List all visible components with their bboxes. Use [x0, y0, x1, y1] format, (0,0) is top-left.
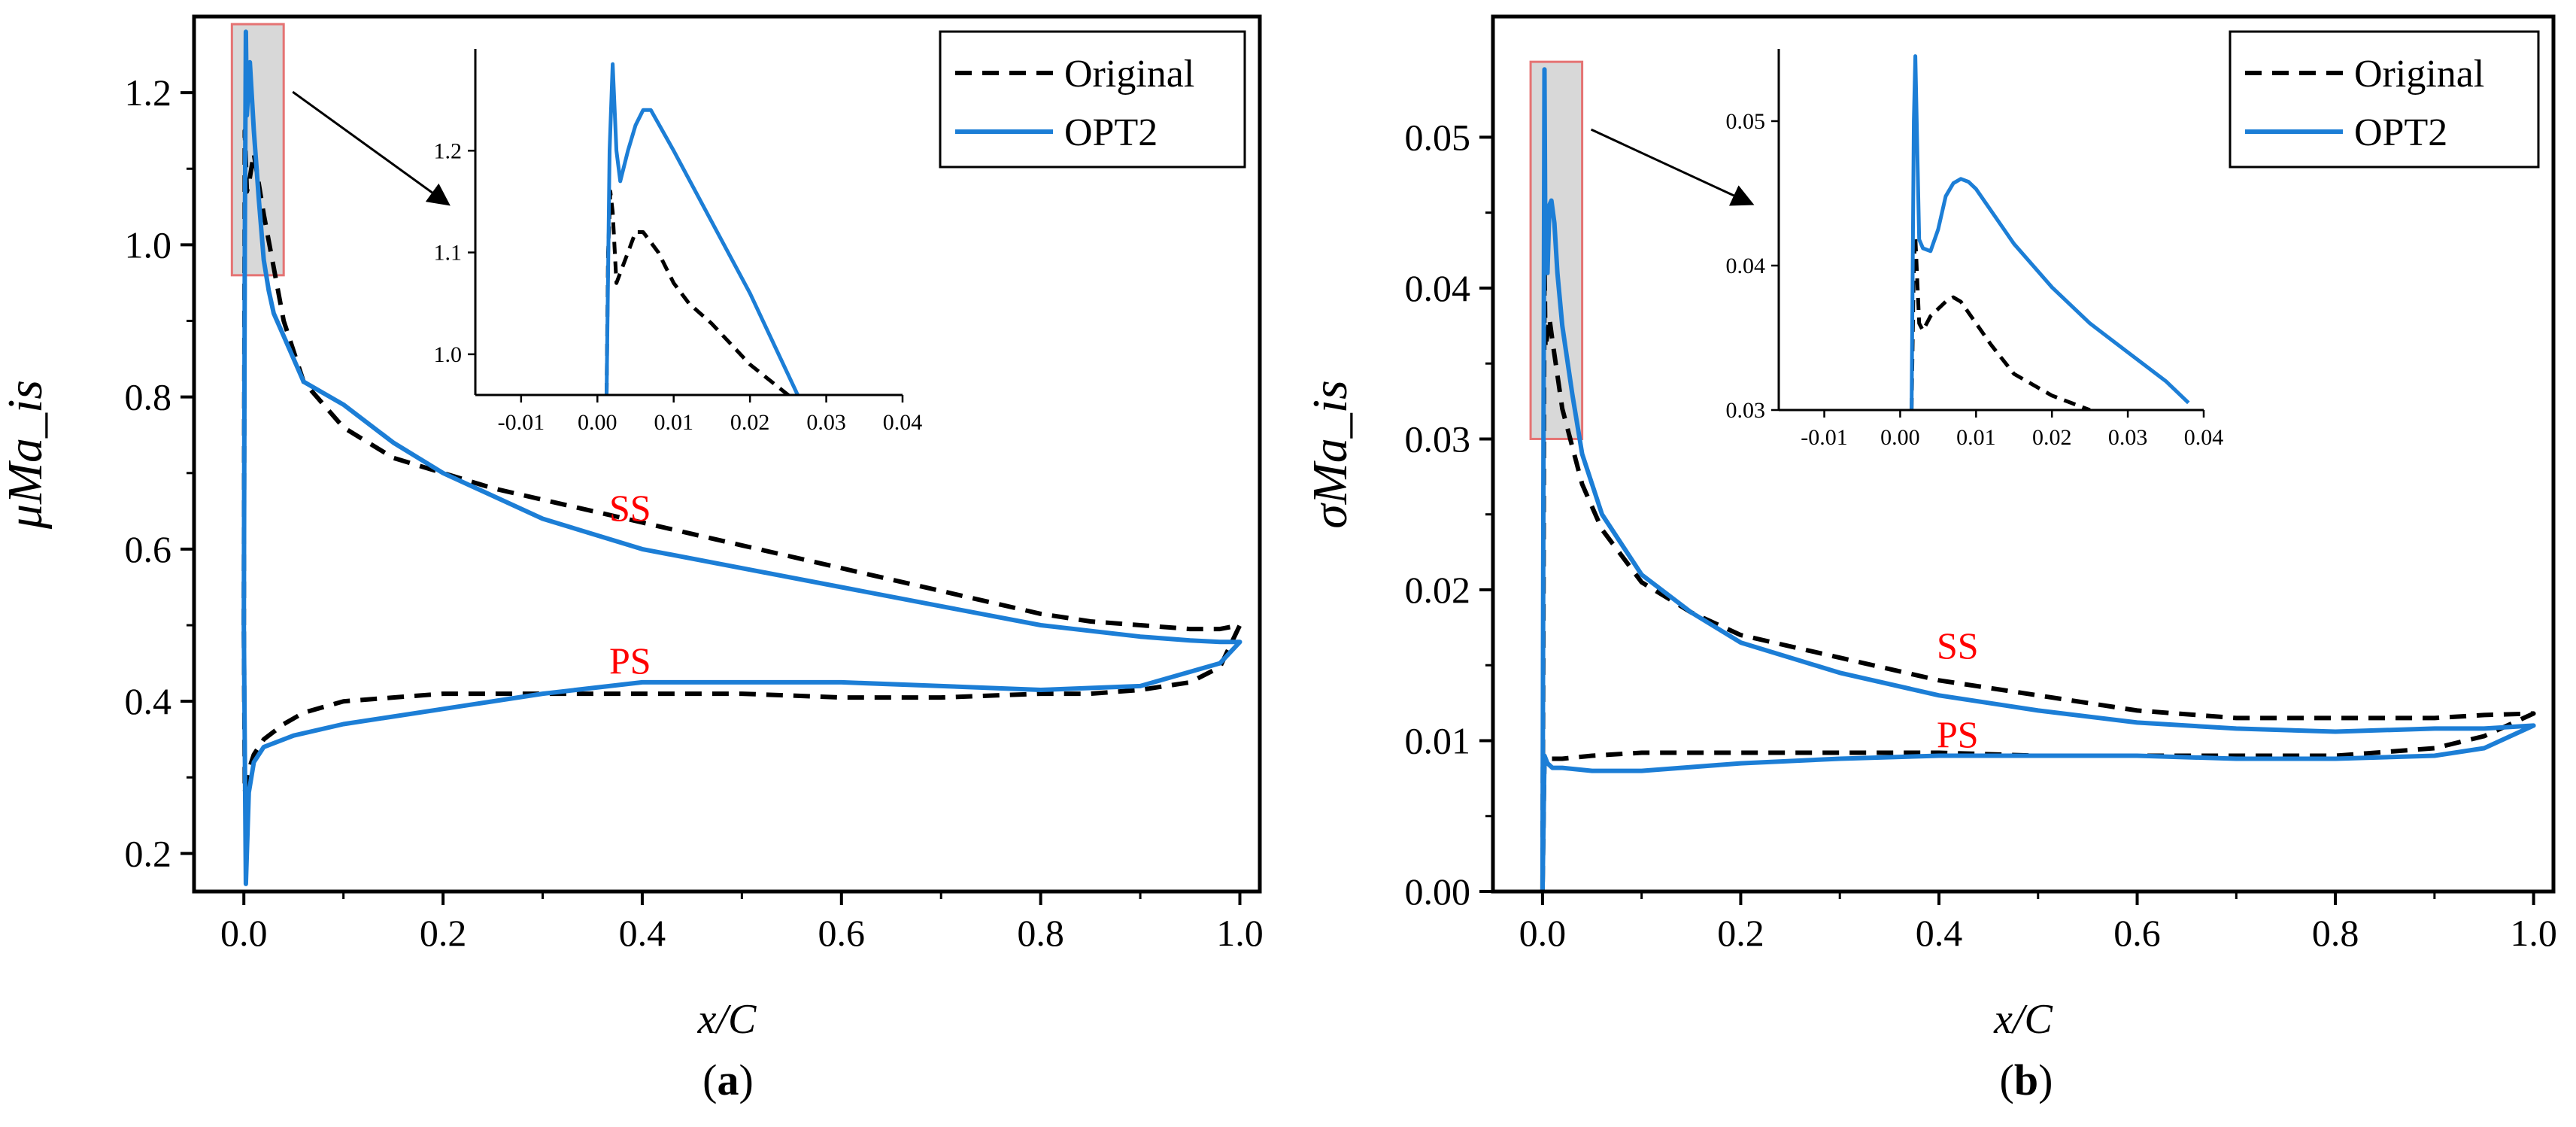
- y-tick-label: 0.05: [1405, 116, 1471, 158]
- x-tick-label: 1.0: [2510, 912, 2557, 954]
- x-axis-label: x/C: [1993, 996, 2053, 1043]
- panel-label-close: ): [739, 1056, 754, 1104]
- y-tick-label: 0.04: [1405, 267, 1471, 309]
- inset-y-tick-label: 1.1: [434, 241, 463, 266]
- y-tick-label: 0.2: [125, 832, 172, 874]
- legend-box: [939, 30, 1246, 169]
- x-tick-label: 0.6: [818, 912, 866, 954]
- inset-x-tick-label: -0.01: [1801, 425, 1848, 450]
- x-tick-label: 1.0: [1216, 912, 1264, 954]
- inset-x-tick-label: 0.04: [883, 410, 923, 435]
- x-tick-label: 0.4: [619, 912, 666, 954]
- inset-y-tick-label: 0.04: [1726, 254, 1766, 278]
- inset-x-tick-label: 0.01: [654, 410, 693, 435]
- panel-label-letter: b: [2014, 1056, 2038, 1104]
- y-tick-label: 0.6: [125, 528, 172, 570]
- panel-label-open: (: [702, 1056, 717, 1104]
- zoom-arrow: [292, 90, 451, 206]
- x-tick-label: 0.0: [1519, 912, 1567, 954]
- y-tick-label: 0.01: [1405, 719, 1471, 761]
- zoom-arrow: [1590, 128, 1755, 206]
- x-tick-label: 0.4: [1916, 912, 1963, 954]
- inset-x-tick-label: 0.04: [2184, 425, 2224, 450]
- annotation-ss: SS: [1937, 624, 1979, 667]
- zoom-highlight-box: [230, 23, 285, 277]
- y-tick-label: 0.00: [1405, 870, 1471, 913]
- panel-label: (b): [2000, 1056, 2053, 1104]
- panel-a: 0.0 0.2 0.4 0.6 0.8 1.0 0.2 0.4 0.6 0.8 1.0 1.2 x/C μ…: [0, 14, 1264, 1104]
- x-tick-label: 0.8: [2312, 912, 2359, 954]
- y-tick-label: 0.8: [125, 376, 172, 418]
- y-axis-label: μMa_is: [0, 380, 53, 530]
- y-tick-label: 0.03: [1405, 418, 1471, 460]
- inset-x-tick-label: -0.01: [498, 410, 545, 435]
- x-tick-label: 0.2: [1717, 912, 1764, 954]
- inset-series-original: [1910, 235, 2091, 410]
- series-line-opt2: [1540, 67, 2536, 892]
- panel-label: (a): [702, 1056, 754, 1104]
- x-tick-label: 0.6: [2113, 912, 2161, 954]
- inset-x-tick-label: 0.02: [2032, 425, 2072, 450]
- y-axis-label: σMa_is: [1303, 380, 1358, 529]
- y-tick-label: 0.4: [125, 680, 172, 722]
- y-tick-label: 1.0: [125, 223, 172, 266]
- inset-y-tick-label: 0.05: [1726, 109, 1766, 134]
- inset-series-original: [605, 189, 791, 395]
- inset-series-opt2: [1910, 54, 2190, 410]
- series-line-original: [241, 128, 1242, 795]
- plot-frame: [192, 14, 1262, 894]
- inset-series-opt2: [605, 62, 800, 395]
- inset-x-tick-label: 0.01: [1956, 425, 1996, 450]
- annotation-ss: SS: [609, 487, 651, 529]
- legend-label-opt2: OPT2: [2354, 111, 2447, 154]
- legend-label-original: Original: [2354, 53, 2484, 96]
- annotation-ps: PS: [1937, 713, 1979, 755]
- panel-label-letter: a: [718, 1056, 739, 1104]
- inset-background: [475, 49, 903, 395]
- inset-x-tick-label: 0.00: [1880, 425, 1920, 450]
- plot-frame: [1491, 14, 2556, 894]
- inset-x-tick-label: 0.02: [730, 410, 770, 435]
- inset-x-tick-label: 0.03: [806, 410, 846, 435]
- inset-x-tick-label: 0.03: [2108, 425, 2148, 450]
- x-axis-label: x/C: [697, 996, 757, 1043]
- annotation-ps: PS: [609, 639, 651, 682]
- panel-b: 0.0 0.2 0.4 0.6 0.8 1.0 0.00 0.01 0.02 0.03 0.04 0.…: [1303, 14, 2557, 1104]
- y-tick-label: 0.02: [1405, 569, 1471, 611]
- inset-y-tick-label: 1.0: [434, 342, 463, 367]
- legend-box: [2229, 30, 2540, 169]
- inset-y-tick-label: 1.2: [434, 138, 463, 163]
- series-line-original: [1540, 255, 2536, 892]
- inset-y-tick-label: 0.03: [1726, 398, 1766, 423]
- x-tick-label: 0.8: [1017, 912, 1064, 954]
- x-tick-label: 0.2: [420, 912, 467, 954]
- series-line-opt2: [241, 29, 1242, 886]
- panel-label-open: (: [2000, 1056, 2014, 1104]
- panel-label-close: ): [2038, 1056, 2053, 1104]
- x-tick-label: 0.0: [220, 912, 268, 954]
- inset-background: [1779, 49, 2204, 410]
- y-tick-label: 1.2: [125, 71, 172, 114]
- legend-label-original: Original: [1064, 53, 1194, 96]
- inset-x-tick-label: 0.00: [578, 410, 617, 435]
- legend-label-opt2: OPT2: [1064, 111, 1158, 154]
